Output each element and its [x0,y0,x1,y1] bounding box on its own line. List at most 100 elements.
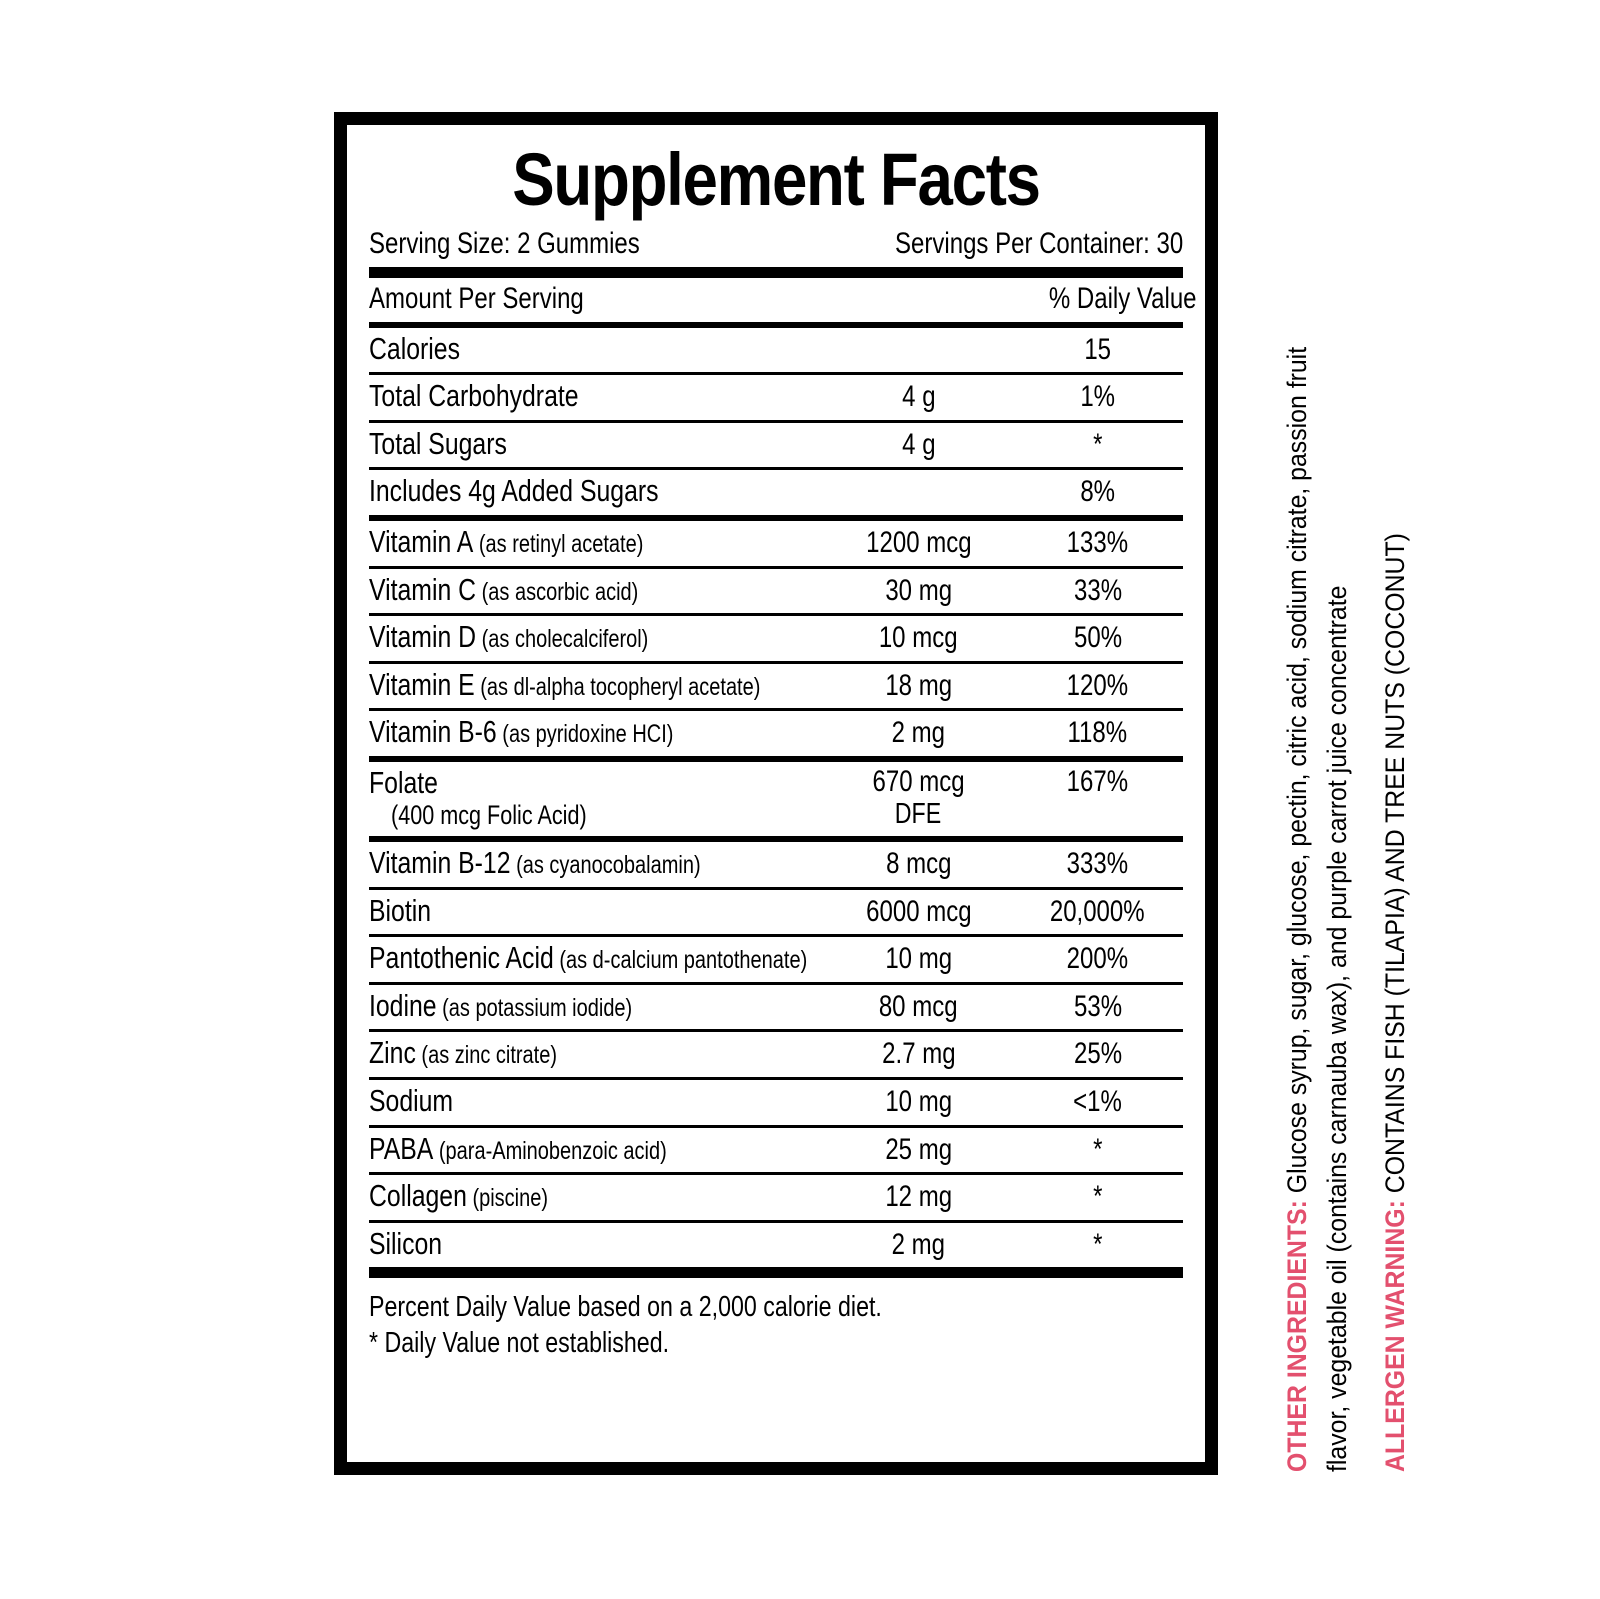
other-ingredients-line-1: OTHER INGREDIENTS: Glucose syrup, sugar,… [1282,249,1313,1472]
row-separator [369,1172,1183,1176]
nutrient-source: (piscine) [466,1184,549,1213]
nutrient-name-cell: Calories [369,328,825,373]
nutrient-source: (as potassium iodide) [436,993,633,1022]
nutrient-daily-value-cell: 33% [1012,569,1183,614]
nutrient-name: Vitamin D [369,619,477,655]
nutrient-amount-cell: 18 mg [825,664,1012,709]
row-separator [369,467,1183,471]
nutrient-name-cell: Vitamin B-12 (as cyanocobalamin) [369,842,825,887]
nutrient-source: (as d-calcium pantothenate) [553,946,808,975]
allergen-warning-label: ALLERGEN WARNING: [1380,1200,1410,1472]
row-separator [369,1077,1183,1081]
supplement-facts-inner: Supplement Facts Serving Size: 2 Gummies… [347,125,1205,1462]
nutrient-daily-value-cell: 20,000% [1012,890,1183,935]
nutrient-source: (as cyanocobalamin) [510,851,701,880]
nutrient-daily-value-cell: 8% [1012,470,1183,515]
table-row: PABA (para-Aminobenzoic acid) 25 mg * [369,1128,1183,1173]
nutrient-name: Zinc [369,1035,416,1071]
nutrient-daily-value-cell: * [1012,423,1183,468]
other-ingredients-value-2: flavor, vegetable oil (contains carnauba… [1322,585,1352,1472]
nutrient-name: Biotin [369,892,432,928]
nutrient-name: Vitamin E [369,666,475,702]
nutrient-amount-cell: 10 mg [825,937,1012,982]
nutrient-source: (as retinyl acetate) [473,529,644,558]
nutrient-amount: 25 mg [885,1132,952,1166]
footnotes: Percent Daily Value based on a 2,000 cal… [369,1278,1183,1362]
nutrient-name-cell: Total Carbohydrate [369,375,825,420]
nutrient-daily-value: 33% [1073,573,1122,607]
nutrient-amount: 2 mg [891,1227,946,1261]
nutrient-daily-value-cell: 333% [1012,842,1183,887]
nutrient-daily-value-cell: 50% [1012,616,1183,661]
footnote-daily-value: Percent Daily Value based on a 2,000 cal… [369,1291,882,1324]
nutrient-amount: 2 mg [891,716,946,750]
nutrient-amount-cell: 8 mcg [825,842,1012,887]
nutrient-name: Sodium [369,1083,454,1119]
other-ingredients-text-1 [1282,1193,1312,1200]
nutrient-amount-cell: 30 mg [825,569,1012,614]
nutrient-daily-value-cell: 25% [1012,1032,1183,1077]
nutrient-name: Vitamin B-12 [369,845,511,881]
nutrient-daily-value-cell: 15 [1012,328,1183,373]
row-separator [369,1029,1183,1033]
folate-second-line: (400 mcg Folic Acid) [391,799,587,830]
nutrient-name: Iodine [369,987,437,1023]
serving-info-row: Serving Size: 2 Gummies Servings Per Con… [369,225,1183,267]
table-header-row: Amount Per Serving % Daily Value [369,278,1197,322]
row-separator [369,613,1183,617]
nutrient-amount: 10 mg [885,1085,952,1119]
table-row: Sodium 10 mg <1% [369,1080,1183,1125]
nutrient-amount: 10 mcg [879,621,958,655]
nutrient-amount-cell: 2 mg [825,1223,1012,1268]
row-separator [369,419,1183,423]
nutrient-name: PABA [369,1130,434,1166]
nutrient-daily-value-cell: 120% [1012,664,1183,709]
nutrient-name: Total Sugars [369,425,507,461]
row-separator [369,565,1183,569]
nutrient-name: Silicon [369,1225,443,1261]
nutrient-amount-cell: 2 mg [825,711,1012,756]
page-title: Supplement Facts [512,138,1041,221]
footnote-asterisk: * Daily Value not established. [369,1327,670,1360]
table-row-folate: Folate (400 mcg Folic Acid) 670 mcg DFE 167% [369,762,1183,836]
nutrient-name-cell: Sodium [369,1080,825,1125]
nutrient-name-cell: Iodine (as potassium iodide) [369,985,825,1030]
nutrient-name-cell: Vitamin B-6 (as pyridoxine HCI) [369,711,825,756]
nutrient-name-cell: Vitamin C (as ascorbic acid) [369,569,825,614]
nutrient-amount-cell [825,328,1012,373]
table-row: Biotin 6000 mcg 20,000% [369,890,1183,935]
table-row: Calories 15 [369,328,1183,373]
folate-daily-value-cell: 167% [1012,762,1183,836]
nutrient-daily-value: 120% [1066,668,1129,702]
nutrient-amount-cell: 12 mg [825,1175,1012,1220]
nutrient-amount: 1200 mcg [865,525,972,559]
amount-per-serving-header: Amount Per Serving [369,282,584,315]
nutrient-source: (as cholecalciferol) [476,625,649,654]
table-row: Collagen (piscine) 12 mg * [369,1175,1183,1220]
row-separator [369,708,1183,712]
nutrient-name-cell: Vitamin A (as retinyl acetate) [369,521,825,566]
nutrient-source: (as zinc citrate) [415,1041,558,1070]
nutrient-amount-cell [825,470,1012,515]
nutrient-amount-cell: 25 mg [825,1128,1012,1173]
nutrient-name: Vitamin B-6 [369,714,497,750]
nutrient-name: Vitamin C [369,571,477,607]
other-ingredients-value-1: Glucose syrup, sugar, glucose, pectin, c… [1282,346,1312,1194]
folate-amount-unit: DFE [895,797,942,830]
row-separator [369,755,1183,762]
nutrient-name-cell: Vitamin D (as cholecalciferol) [369,616,825,661]
nutrient-amount: 6000 mcg [865,894,972,928]
nutrient-name: Calories [369,330,460,366]
nutrient-name: Total Carbohydrate [369,378,579,414]
table-row: Vitamin A (as retinyl acetate) 1200 mcg 13… [369,521,1183,566]
nutrient-daily-value: 200% [1066,942,1129,976]
nutrient-amount-cell: 10 mcg [825,616,1012,661]
folate-name: Folate [369,764,438,800]
nutrient-name-cell: Pantothenic Acid (as d-calcium pantothen… [369,937,825,982]
nutrient-daily-value-cell: 1% [1012,375,1183,420]
nutrient-amount-cell: 1200 mcg [825,521,1012,566]
nutrient-source: (as pyridoxine HCI) [496,720,674,749]
nutrient-amount: 30 mg [885,573,952,607]
nutrient-name-cell: Collagen (piscine) [369,1175,825,1220]
nutrient-daily-value-cell: 133% [1012,521,1183,566]
